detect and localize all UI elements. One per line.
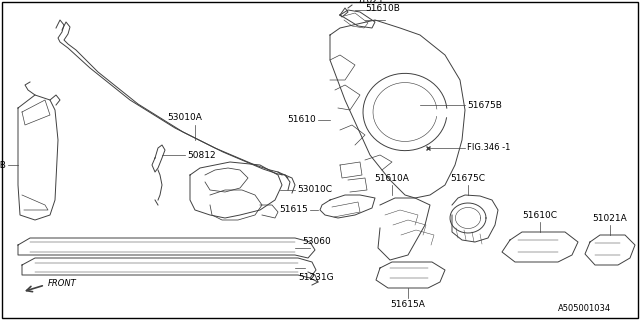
Text: A505001034: A505001034 — [558, 304, 611, 313]
Text: 53060: 53060 — [302, 237, 331, 246]
Text: 51021: 51021 — [355, 0, 383, 5]
Text: 51610B: 51610B — [365, 4, 400, 13]
Text: 53010B: 53010B — [0, 161, 6, 170]
Text: 51675C: 51675C — [451, 174, 486, 183]
Text: 51615A: 51615A — [390, 300, 426, 309]
Text: 51610C: 51610C — [522, 211, 557, 220]
Text: 51675B: 51675B — [467, 100, 502, 109]
Text: 53010A: 53010A — [168, 113, 202, 122]
Text: 51021A: 51021A — [593, 214, 627, 223]
Text: 50812: 50812 — [187, 150, 216, 159]
Text: 51610A: 51610A — [374, 174, 410, 183]
Text: FIG.346 -1: FIG.346 -1 — [467, 143, 510, 153]
Text: 51610: 51610 — [287, 116, 316, 124]
Text: 51231G: 51231G — [298, 274, 333, 283]
Text: 51615: 51615 — [279, 205, 308, 214]
Text: 53010C: 53010C — [297, 186, 332, 195]
Text: FRONT: FRONT — [48, 279, 77, 289]
